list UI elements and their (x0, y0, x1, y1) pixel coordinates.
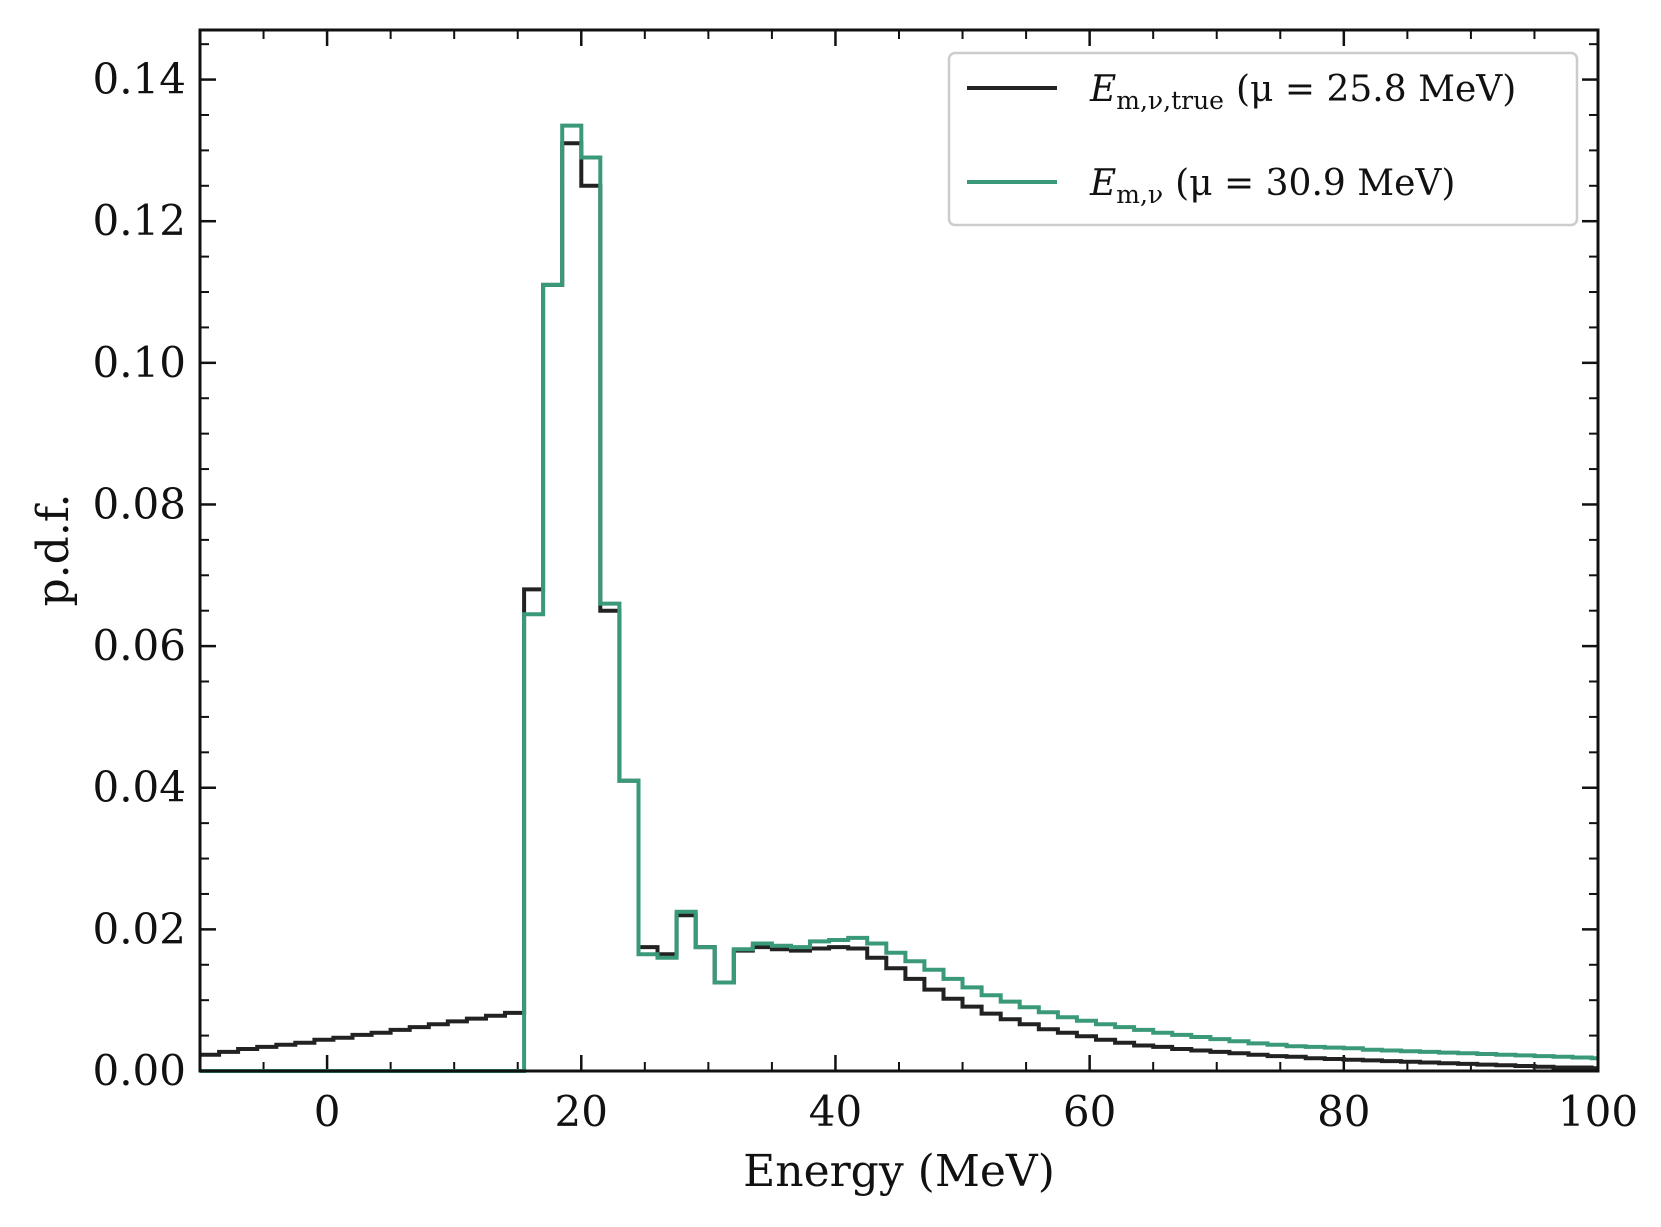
plot-frame (198, 28, 1600, 1073)
y-tick-label: 0.10 (92, 338, 186, 387)
series-line-1 (200, 123, 1598, 1073)
x-tick-label: 20 (555, 1087, 608, 1136)
y-tick-label: 0.08 (92, 479, 186, 528)
legend: Em,ν,true (μ = 25.8 MeV) Em,ν (μ = 30.9 MeV… (947, 51, 1579, 227)
x-tick-label: 80 (1317, 1087, 1370, 1136)
legend-label-1: Em,ν (μ = 30.9 MeV) (1089, 163, 1455, 209)
x-axis-label: Energy (MeV) (743, 1146, 1055, 1197)
x-tick-label: 60 (1063, 1087, 1116, 1136)
legend-box (947, 51, 1579, 227)
y-tick-label: 0.06 (92, 621, 186, 670)
y-tick-label: 0.00 (92, 1046, 186, 1095)
x-tick-label: 0 (314, 1087, 341, 1136)
y-tick-label: 0.12 (92, 196, 186, 245)
tick-labels: 0 20 40 60 80 100 0.00 0.02 0.04 0.06 0.08 0.10 0.12… (92, 55, 1638, 1136)
x-tick-label: 100 (1558, 1087, 1638, 1136)
y-tick-label: 0.04 (92, 763, 186, 812)
series-line-0 (200, 141, 1598, 1071)
legend-label-0: Em,ν,true (μ = 25.8 MeV) (1089, 69, 1516, 115)
y-tick-label: 0.02 (92, 904, 186, 953)
y-tick-label: 0.14 (92, 55, 186, 104)
y-axis-label: p.d.f. (28, 493, 79, 606)
x-tick-label: 40 (809, 1087, 862, 1136)
series-group (200, 123, 1598, 1073)
